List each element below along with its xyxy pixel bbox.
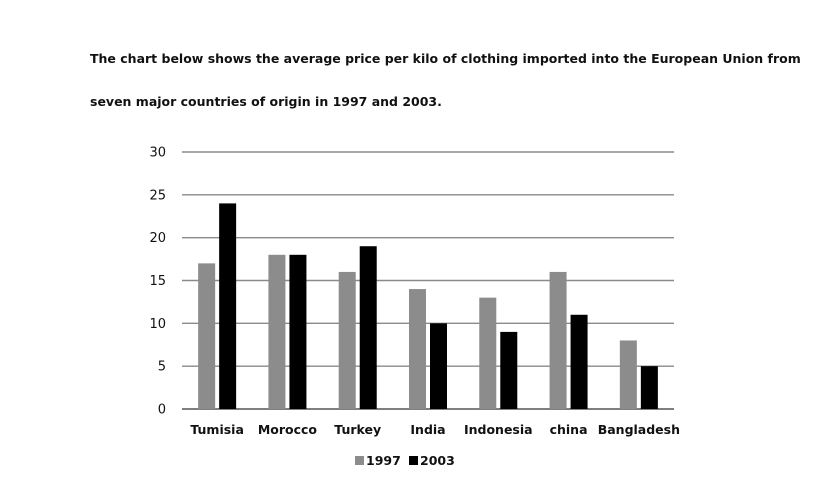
x-category-label: china (550, 422, 588, 437)
bar-1997-India (409, 289, 426, 409)
bar-2003-china (570, 314, 588, 409)
y-tick-label: 0 (158, 403, 166, 418)
y-tick-label: 30 (149, 146, 166, 161)
y-axis-ticks: 0 5 10 15 20 25 30 (149, 146, 166, 418)
gridlines (182, 151, 674, 410)
y-tick-label: 15 (149, 274, 166, 289)
x-axis-categories: Tumisia Morocco Turkey India Indonesia china B… (190, 422, 680, 437)
bar-2003-Morocco (289, 254, 307, 409)
bar-2003-Turkey (359, 246, 377, 409)
prompt-line-2: seven major countries of origin in 1997 … (90, 94, 442, 109)
x-category-label: Tumisia (190, 422, 244, 437)
prompt-line-1: The chart below shows the average price … (90, 51, 801, 66)
legend-label-2003: 2003 (420, 453, 455, 468)
legend: 1997 2003 (355, 453, 455, 468)
x-category-label: Morocco (258, 422, 318, 437)
y-tick-label: 20 (149, 231, 166, 246)
bar-1997-china (549, 271, 567, 409)
legend-label-1997: 1997 (366, 453, 401, 468)
bar-2003-Indonesia (500, 331, 518, 409)
y-tick-label: 5 (158, 360, 166, 375)
bar-2003-Bangladesh (640, 366, 658, 409)
bar-1997-Indonesia (479, 297, 497, 409)
x-category-label: Indonesia (464, 422, 533, 437)
bar-1997-Turkey (338, 271, 356, 409)
bar-2003-India (430, 323, 447, 409)
bar-2003-Tumisia (219, 203, 237, 409)
x-category-label: Bangladesh (598, 422, 680, 437)
legend-swatch-1997 (355, 456, 364, 465)
bar-1997-Tumisia (198, 263, 216, 409)
legend-swatch-2003 (409, 456, 418, 465)
x-category-label: India (410, 422, 445, 437)
y-tick-label: 10 (149, 317, 166, 332)
x-category-label: Turkey (334, 422, 381, 437)
bars (198, 203, 658, 409)
y-tick-label: 25 (149, 188, 166, 203)
bar-1997-Bangladesh (619, 340, 637, 409)
bar-1997-Morocco (268, 254, 286, 409)
